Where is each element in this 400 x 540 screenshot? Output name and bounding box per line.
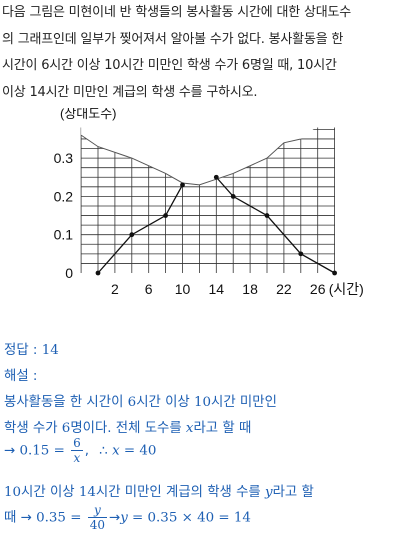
answer-label: 정답 : [4, 343, 38, 358]
text: 때 [4, 510, 17, 526]
data-point [163, 213, 169, 218]
x-tick-label: 2 [111, 281, 119, 297]
comma: , [84, 443, 89, 459]
numerator: y [93, 503, 101, 517]
x-tick-label: 22 [276, 281, 292, 297]
equation-2: 때 → 0.35 = y 40 →y = 0.35 × 40 = 14 [4, 503, 251, 532]
y-tick-label: 0.2 [54, 188, 74, 204]
result: = 0.35 × 40 = 14 [132, 510, 251, 526]
denominator: x [71, 450, 83, 465]
number: 6 [61, 421, 71, 436]
text: 시간 미만인 [211, 395, 277, 410]
y-tick-label: 0.3 [54, 150, 74, 166]
number: 0.15 [19, 443, 50, 459]
problem-line-4: 이상 14시간 미만인 계급의 학생 수를 구하시오. [2, 84, 258, 100]
number: 14 [78, 485, 96, 500]
torn-edge [80, 134, 301, 186]
number: 10 [193, 395, 212, 410]
relative-frequency-chart: 00.10.20.32 6 10 14 18 22 26 (시간)(상대도수) [54, 108, 364, 297]
text: 라고 할 때 [193, 421, 252, 436]
equals: = [53, 443, 65, 459]
text: 시간 미만인 계급의 학생 수를 [95, 485, 266, 500]
text: 시간 이상 [136, 395, 194, 410]
numerator: 6 [73, 436, 81, 450]
text: 학생 수가 [4, 421, 62, 436]
denominator: 40 [87, 517, 107, 532]
number: 6 [127, 395, 137, 410]
torn-area [81, 123, 321, 185]
x-tick-label: 18 [242, 281, 258, 297]
arrow: → [108, 510, 121, 526]
fraction: 6 x [71, 436, 83, 465]
text: 시간 이상 [21, 485, 79, 500]
explanation-line-3: 10시간 이상 14시간 미만인 계급의 학생 수를 y라고 할 [4, 480, 314, 500]
therefore-symbol: ∴ [99, 443, 108, 459]
equation-1: → 0.15 = 6 x , ∴ x = 40 [4, 436, 156, 465]
data-point [264, 213, 270, 218]
explanation-line-2: 학생 수가 6명이다. 전체 도수를 x라고 할 때 [4, 416, 251, 436]
number: 10 [4, 485, 22, 500]
variable: y [120, 510, 128, 526]
arrow: → [20, 510, 32, 526]
x-tick-label: 10 [175, 281, 191, 297]
equals: = [123, 443, 136, 459]
data-point [213, 174, 219, 180]
text: 명이다. 전체 도수를 [70, 421, 186, 436]
text: 라고 할 [272, 485, 314, 500]
data-point [180, 182, 185, 188]
variable: y [265, 485, 273, 500]
data-point [332, 270, 337, 276]
data-point [95, 270, 101, 276]
y-tick-label: 0.1 [54, 227, 74, 243]
variable: x [112, 443, 120, 459]
problem-line-1: 다음 그림은 미현이네 반 학생들의 봉사활동 시간에 대한 상대도수 [2, 5, 351, 20]
number: 40 [139, 443, 157, 459]
data-point [129, 232, 135, 238]
problem-line-2: 의 그래프인데 일부가 찢어져서 알아볼 수가 없다. 봉사활동을 한 [2, 31, 344, 47]
x-tick-label: 6 [145, 281, 153, 297]
arrow: → [4, 443, 16, 459]
series-line-1 [97, 184, 184, 274]
fraction: y 40 [87, 503, 107, 532]
x-tick-label: 14 [209, 281, 225, 297]
x-tick-label: 26 [310, 281, 326, 297]
x-axis-label: (시간) [329, 281, 364, 297]
answer-value: 14 [41, 343, 59, 358]
equals: = [70, 510, 82, 526]
number: 0.35 [36, 510, 66, 526]
chart-title: (상대도수) [60, 108, 117, 121]
problem-line-3: 시간이 6시간 이상 10시간 미만인 학생 수가 6명일 때, 10시간 [2, 58, 337, 73]
variable: x [185, 421, 194, 436]
explanation-label: 해설 : [4, 369, 38, 384]
text: 봉사활동을 한 시간이 [4, 395, 128, 410]
explanation-line-1: 봉사활동을 한 시간이 6시간 이상 10시간 미만인 [4, 390, 277, 410]
problem-text: 다음 그림은 미현이네 반 학생들의 봉사활동 시간에 대한 상대도수 의 그래… [2, 0, 398, 106]
data-point [230, 194, 236, 199]
y-tick-label: 0 [65, 265, 73, 281]
data-point [298, 251, 304, 257]
answer-line: 정답 : 14 [4, 338, 59, 358]
